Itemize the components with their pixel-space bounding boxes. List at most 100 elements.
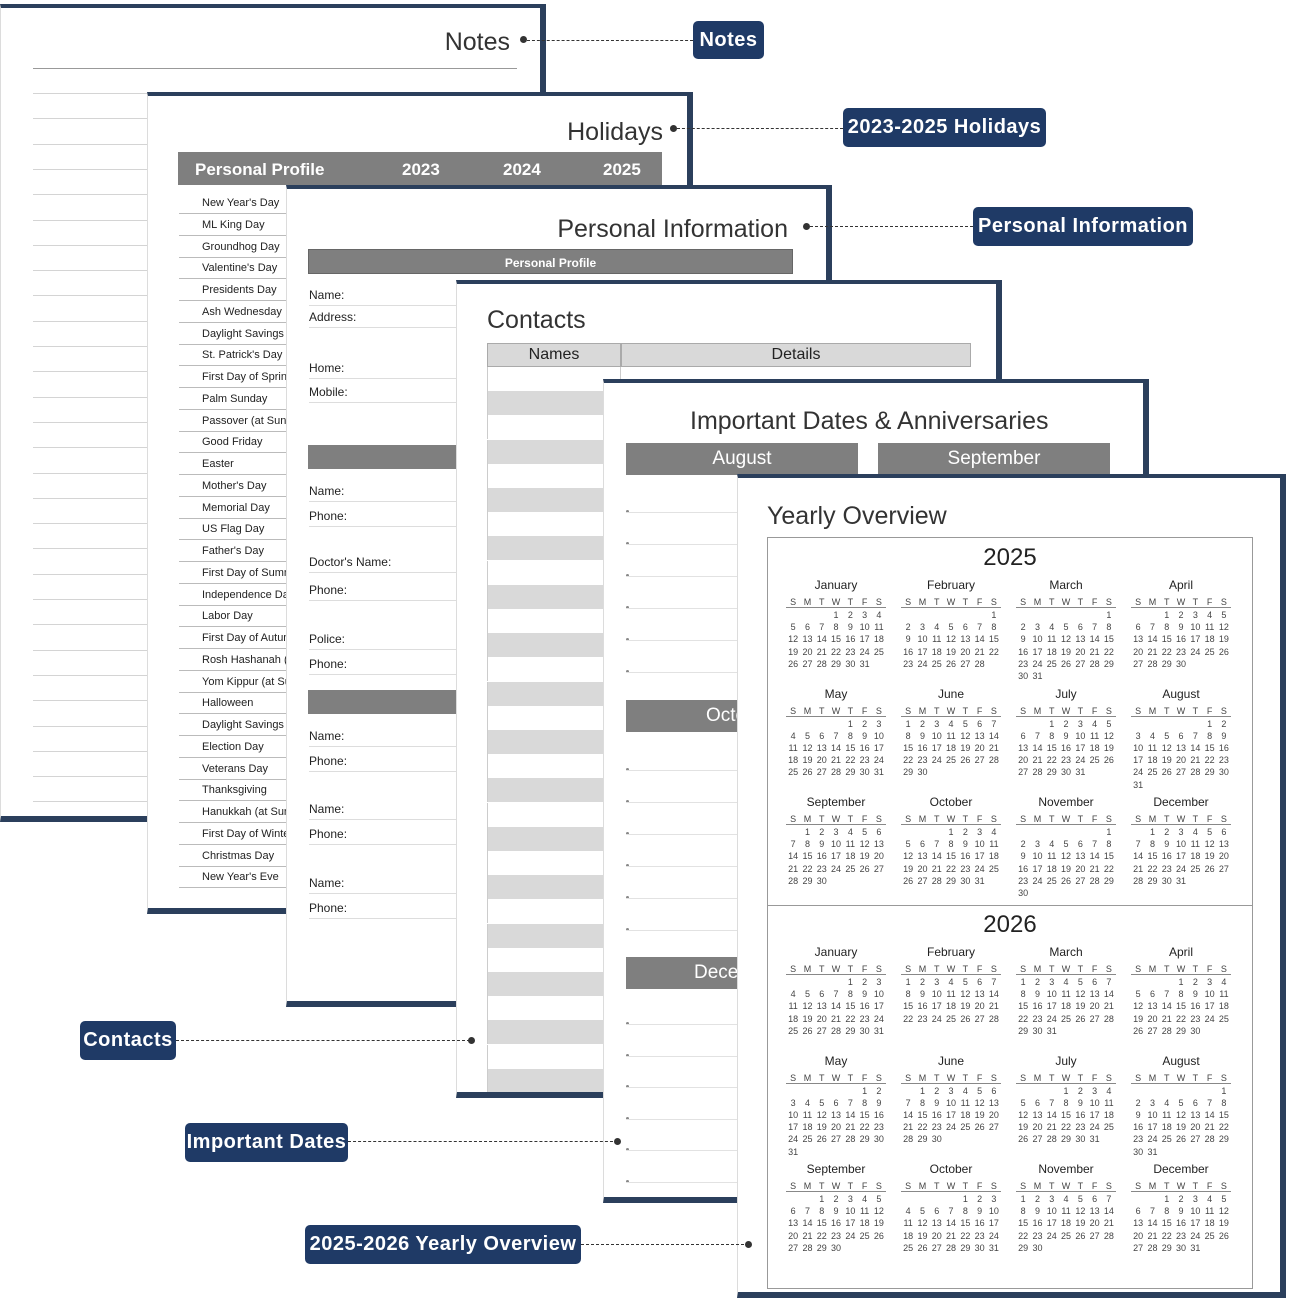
holiday-name: St. Patrick's Day [202, 349, 283, 362]
day-cell: 9 [919, 730, 925, 741]
day-cell: 17 [873, 1001, 884, 1012]
day-cell: 3 [790, 1097, 796, 1108]
month-name: July [1055, 686, 1077, 701]
weekday-label: T [847, 597, 854, 607]
weekday-label: W [1061, 1181, 1071, 1191]
day-cell: 30 [1218, 767, 1229, 778]
day-cell: 17 [1046, 1218, 1057, 1229]
callout-dot [614, 1138, 621, 1145]
day-cell: 28 [946, 1242, 957, 1253]
day-cell: 8 [905, 989, 911, 1000]
day-cell: 3 [1192, 610, 1198, 620]
weekday-label: M [1033, 1181, 1042, 1191]
day-cell: 19 [917, 1230, 928, 1241]
day-cell: 4 [962, 1085, 968, 1096]
day-cell: 23 [859, 1013, 870, 1024]
month-calendar: October S M T W T F S 1 2 3 4 5 6 7 8 9 10 11 12 13 14 15 16 17 1… [901, 1162, 1001, 1254]
day-grid: 1 2 3 4 5 6 7 8 9 10 11 12 13 14 15 16 17 18 19 20 21 22 23 24 2… [786, 826, 886, 887]
month-calendar: July S M T W T F S 1 2 3 4 5 6 7 8 9 10 11 12 13 14 15 16 17 18 19… [1016, 687, 1116, 779]
day-blank [1045, 609, 1059, 621]
header-profile: Personal Profile [195, 160, 325, 179]
contact-name-cell [487, 1044, 621, 1069]
day-cell: 17 [1032, 863, 1043, 874]
day-cell: 12 [873, 1206, 884, 1217]
day-cell: 29 [1161, 658, 1172, 669]
date-bullet [626, 1179, 629, 1183]
day-cell: 14 [816, 634, 827, 645]
day-cell: 12 [1133, 1001, 1144, 1012]
day-cell: 27 [1075, 658, 1086, 669]
weekday-label: T [962, 1181, 969, 1191]
day-cell: 21 [1032, 755, 1043, 766]
day-cell: 7 [1207, 1097, 1213, 1108]
day-cell: 8 [804, 839, 810, 850]
date-bullet [626, 832, 629, 835]
month-name: November [1038, 1162, 1094, 1176]
day-cell: 28 [1190, 767, 1201, 778]
day-cell: 26 [1218, 1230, 1229, 1241]
holiday-row: Passover (at Sundown) [179, 410, 286, 432]
day-cell: 15 [1147, 851, 1158, 862]
day-cell: 31 [788, 1146, 799, 1157]
weekday-label: M [1033, 597, 1042, 607]
day-grid: 1 2 3 4 5 6 7 8 9 10 11 12 13 14 15 16 17 18 19 20 21 22 23 24 2… [1131, 1193, 1231, 1254]
day-cell: 7 [934, 839, 940, 850]
day-cell: 30 [1061, 767, 1072, 778]
day-cell: 10 [859, 622, 870, 633]
month-bar-august: August [626, 443, 858, 475]
day-cell: 24 [1032, 658, 1043, 669]
day-cell: 11 [1204, 1206, 1215, 1217]
weekday-label: F [1091, 1072, 1098, 1083]
day-blank [915, 1193, 929, 1205]
day-cell: 15 [1204, 742, 1215, 753]
day-cell: 2 [862, 977, 868, 987]
holiday-name: First Day of Summer [202, 566, 286, 579]
holiday-name: Halloween [202, 697, 254, 710]
day-cell: 29 [859, 1134, 870, 1145]
day-cell: 15 [1046, 742, 1057, 753]
day-cell: 28 [988, 1013, 999, 1024]
weekday-label: M [1148, 597, 1157, 607]
day-cell: 16 [1018, 646, 1029, 657]
day-cell: 2 [977, 1194, 983, 1204]
day-blank [786, 609, 800, 621]
day-cell: 28 [1147, 1242, 1158, 1253]
holiday-row: Christmas Day [179, 845, 286, 867]
day-cell: 21 [1204, 1122, 1215, 1133]
weekday-label: F [976, 964, 983, 974]
day-blank [1016, 826, 1030, 838]
day-cell: 18 [802, 1122, 813, 1133]
contact-name-cell [487, 996, 621, 1021]
day-cell: 9 [833, 1206, 839, 1217]
date-bullet [626, 1053, 629, 1057]
day-blank [1059, 609, 1073, 621]
day-cell: 30 [845, 658, 856, 669]
day-cell: 8 [1020, 989, 1026, 1000]
contact-name-cell [487, 657, 621, 682]
day-cell: 12 [1061, 851, 1072, 862]
day-cell: 12 [903, 851, 914, 862]
day-cell: 30 [816, 875, 827, 886]
contact-name-cell [487, 463, 621, 488]
day-cell: 26 [802, 767, 813, 778]
day-cell: 3 [1149, 1097, 1155, 1108]
day-blank [829, 718, 843, 730]
weekday-label: T [933, 964, 940, 974]
holiday-name: Hanukkah (at Sundown) [202, 806, 286, 818]
day-cell: 7 [1106, 1194, 1112, 1204]
day-cell: 18 [859, 1218, 870, 1229]
day-cell: 14 [1133, 851, 1144, 862]
weekday-label: S [1020, 597, 1027, 607]
day-cell: 28 [1147, 658, 1158, 669]
day-cell: 25 [1046, 875, 1057, 886]
day-cell: 4 [1049, 839, 1055, 850]
holiday-name: Memorial Day [202, 501, 270, 514]
day-cell: 15 [1176, 1001, 1187, 1012]
day-blank [786, 1085, 800, 1097]
day-cell: 30 [1018, 888, 1029, 899]
day-cell: 5 [1077, 977, 1083, 987]
day-cell: 26 [1075, 1230, 1086, 1241]
day-cell: 10 [1046, 989, 1057, 1000]
weekday-label: M [918, 814, 927, 824]
day-cell: 13 [1218, 839, 1229, 850]
